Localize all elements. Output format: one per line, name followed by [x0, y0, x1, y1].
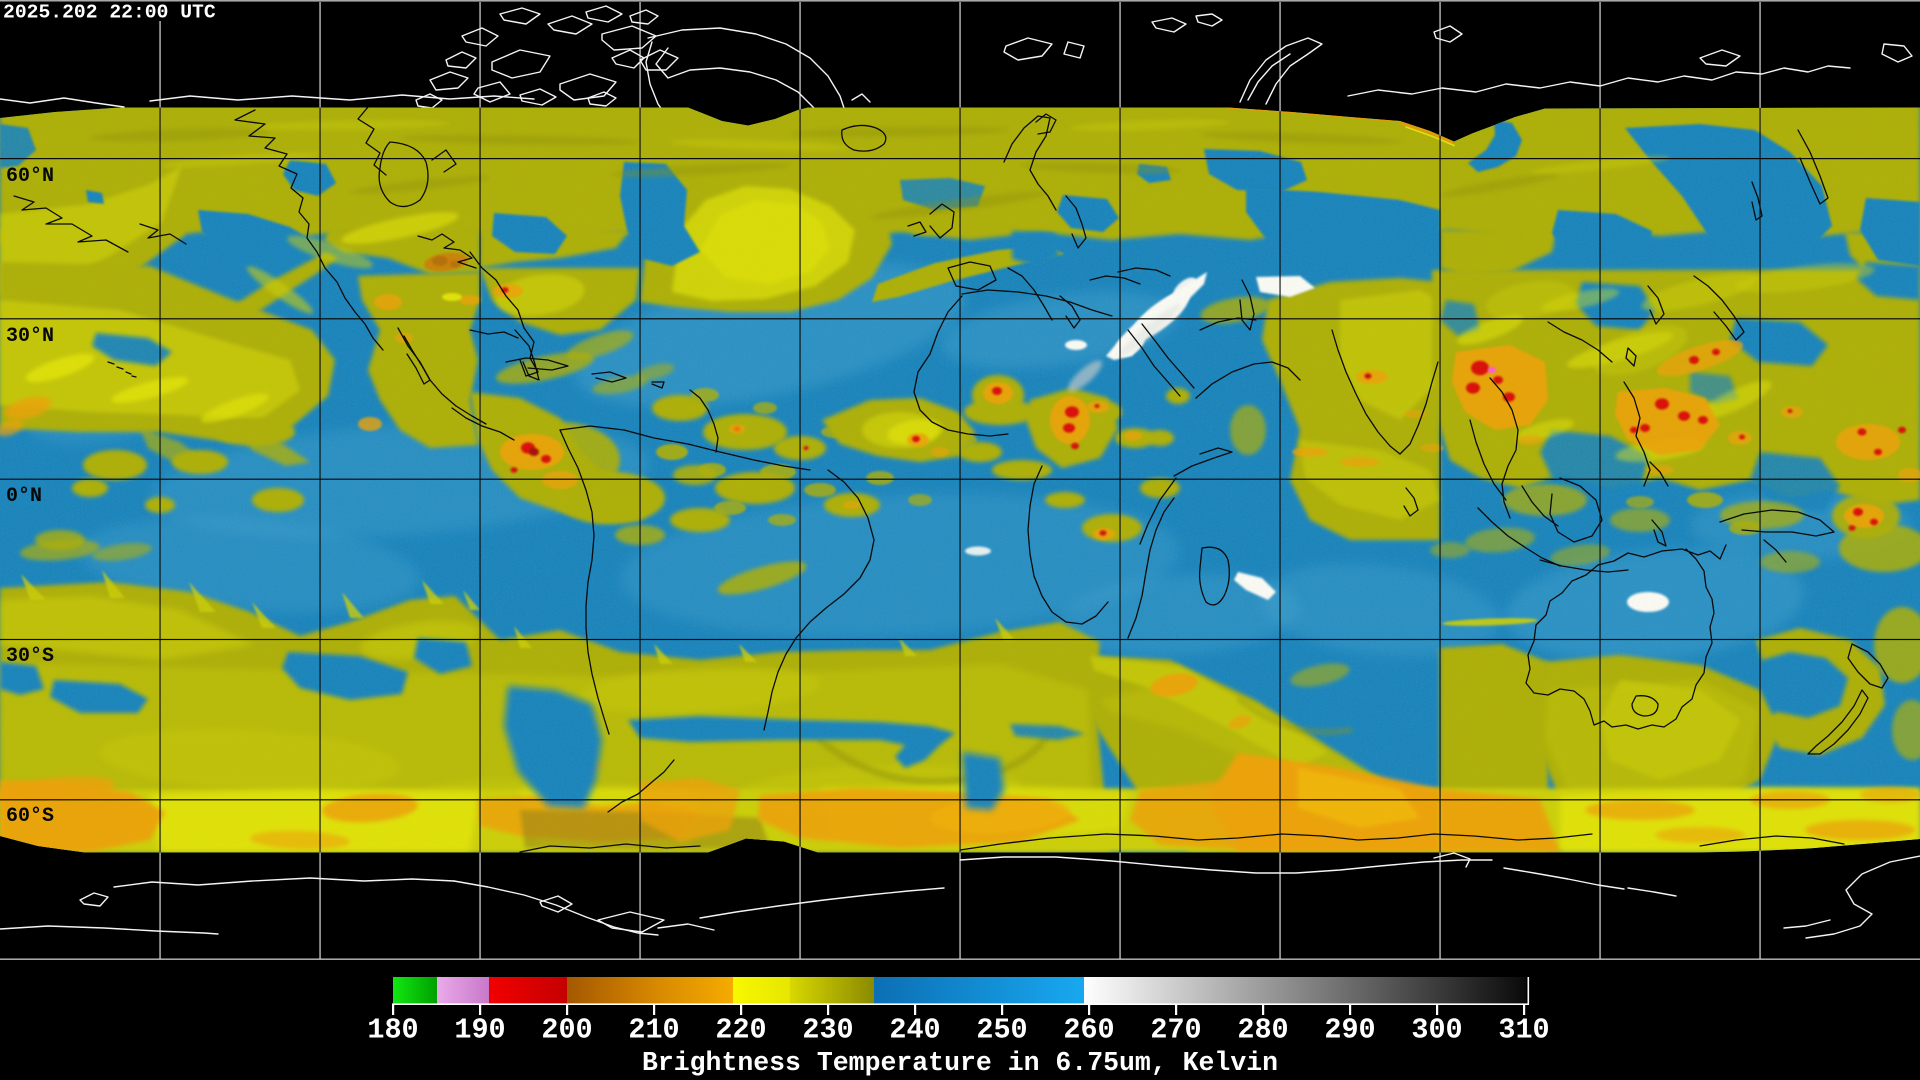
svg-text:220: 220 — [715, 1014, 766, 1047]
svg-text:250: 250 — [976, 1014, 1027, 1047]
svg-text:270: 270 — [1150, 1014, 1201, 1047]
svg-text:280: 280 — [1237, 1014, 1288, 1047]
svg-text:240: 240 — [889, 1014, 940, 1047]
svg-text:200: 200 — [541, 1014, 592, 1047]
svg-text:0°N: 0°N — [6, 485, 42, 508]
svg-text:Brightness Temperature in 6.75: Brightness Temperature in 6.75um, Kelvin — [642, 1048, 1278, 1078]
svg-text:300: 300 — [1411, 1014, 1462, 1047]
svg-text:60°S: 60°S — [6, 805, 54, 828]
svg-text:260: 260 — [1063, 1014, 1114, 1047]
svg-text:30°S: 30°S — [6, 645, 54, 668]
svg-text:30°N: 30°N — [6, 325, 54, 348]
svg-text:210: 210 — [628, 1014, 679, 1047]
svg-text:60°N: 60°N — [6, 165, 54, 188]
svg-text:180: 180 — [367, 1014, 418, 1047]
svg-text:2025.202 22:00 UTC: 2025.202 22:00 UTC — [3, 2, 216, 24]
svg-text:310: 310 — [1498, 1014, 1549, 1047]
svg-text:290: 290 — [1324, 1014, 1375, 1047]
svg-text:190: 190 — [454, 1014, 505, 1047]
svg-text:230: 230 — [802, 1014, 853, 1047]
